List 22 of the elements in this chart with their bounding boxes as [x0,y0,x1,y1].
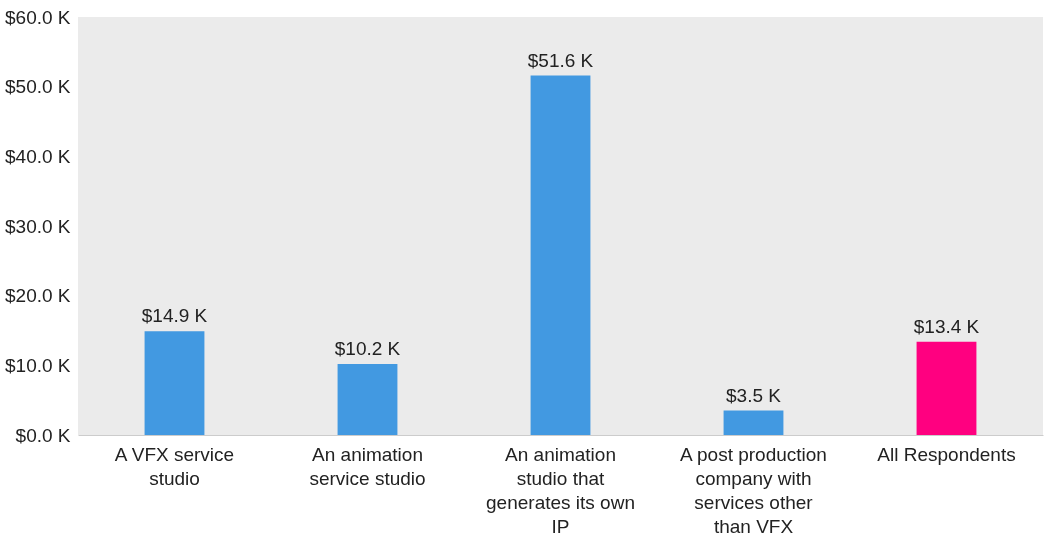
y-tick-label: $0.0 K [15,424,71,446]
x-tick-label: An animation studio that generates its own IP [486,443,635,537]
data-label: $51.6 K [527,49,594,71]
x-tick-label: All Respondents [877,443,1016,465]
y-tick-label: $60.0 K [5,6,71,28]
y-tick-label: $10.0 K [5,354,71,376]
data-label: $13.4 K [913,315,980,337]
x-tick-label: A VFX service studio [114,443,235,489]
x-tick-label: An animation service studio [309,443,426,489]
data-label: $3.5 K [726,384,782,406]
bar [144,331,205,435]
bar [530,75,591,435]
data-label: $14.9 K [141,305,208,327]
y-tick-label: $50.0 K [5,76,71,98]
bar [337,363,398,435]
data-label: $10.2 K [334,337,401,359]
y-tick-label: $20.0 K [5,285,71,307]
y-tick-label: $40.0 K [5,145,71,167]
x-tick-label: A post production company with services other than VFX [680,443,827,537]
y-tick-label: $30.0 K [5,215,71,237]
bar [723,410,784,435]
bar [916,341,977,435]
